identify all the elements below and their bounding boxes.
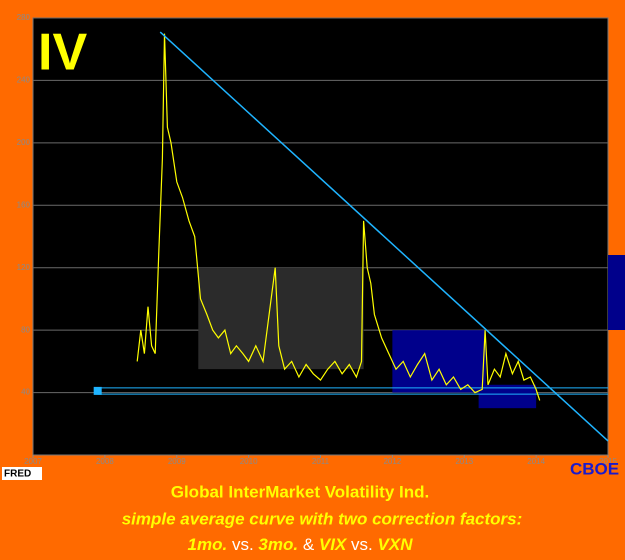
x-tick-label: 2009 xyxy=(168,457,186,466)
source: CBOE xyxy=(570,459,619,478)
y-tick-label: 240 xyxy=(17,76,31,85)
source-logo: FRED xyxy=(4,469,31,480)
series-line xyxy=(136,33,541,401)
reference-marker xyxy=(93,386,102,395)
x-tick-label: 2013 xyxy=(455,457,473,466)
side-block xyxy=(608,255,625,330)
caption-part: 3mo. xyxy=(258,535,298,554)
x-tick-label: 2014 xyxy=(527,457,545,466)
x-tick-label: 2011 xyxy=(312,457,330,466)
y-tick-label: 200 xyxy=(17,138,31,147)
plot-area xyxy=(32,17,609,456)
y-tick-label: 120 xyxy=(17,263,31,272)
caption-part: & xyxy=(303,535,315,554)
title: Global InterMarket Volatility Ind. xyxy=(171,482,430,501)
badge: IV xyxy=(38,24,87,82)
x-tick-label: 2007 xyxy=(24,457,42,466)
caption: 1mo. vs. 3mo. & VIX vs. VXN xyxy=(188,535,414,554)
caption-part: vs. xyxy=(232,535,254,554)
trend-line xyxy=(159,31,609,442)
caption-part: VXN xyxy=(378,535,414,554)
plot: 40 80 120 160 200 240 280 2007 2008 2009 2010 2011 2… xyxy=(17,13,618,466)
x-tick-label: 2015 xyxy=(599,457,617,466)
x-tick-label: 2012 xyxy=(383,457,401,466)
y-tick-label: 280 xyxy=(17,13,31,22)
caption-part: vs. xyxy=(351,535,373,554)
y-tick-label: 40 xyxy=(21,388,30,397)
logo-box xyxy=(2,467,42,480)
y-tick-label: 160 xyxy=(17,200,31,209)
caption-part: 1mo. xyxy=(188,535,228,554)
shaded-band xyxy=(478,384,537,409)
y-tick-label: 80 xyxy=(21,325,30,334)
caption-part: VIX xyxy=(319,535,348,554)
subtitle: simple average curve with two correction… xyxy=(122,509,523,528)
x-tick-label: 2010 xyxy=(240,457,258,466)
x-tick-label: 2008 xyxy=(96,457,114,466)
shaded-band xyxy=(392,330,486,393)
